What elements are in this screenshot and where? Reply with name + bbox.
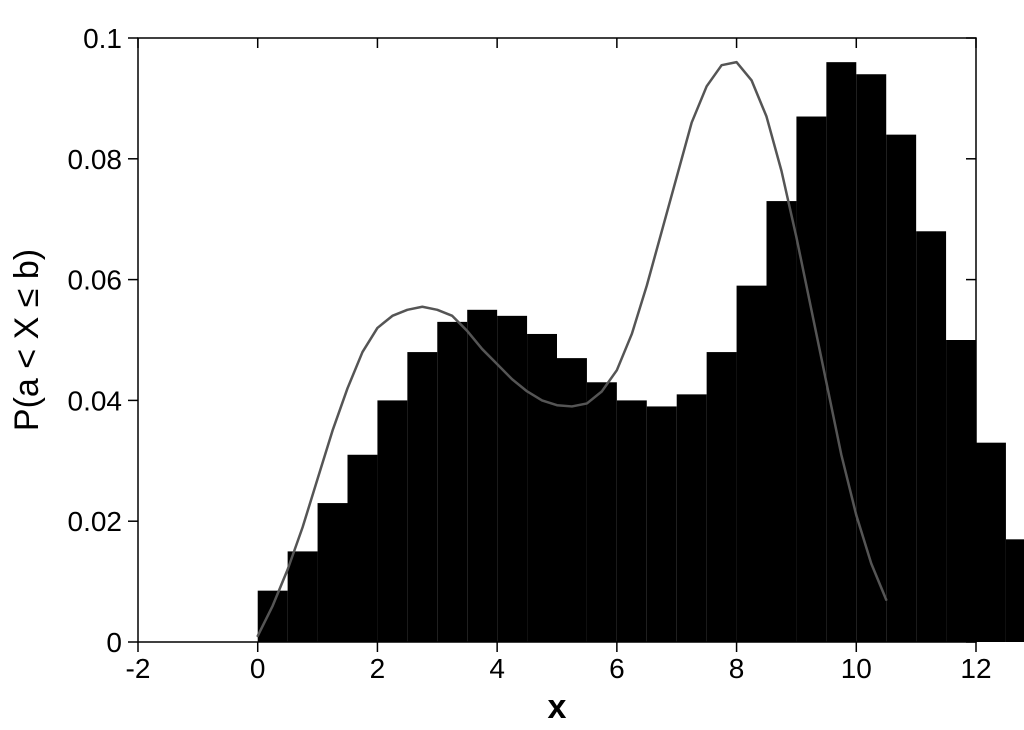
histogram-bar — [916, 231, 946, 642]
y-axis-label: P(a < X ≤ b) — [8, 249, 46, 431]
histogram-bar — [976, 443, 1006, 642]
x-tick-label: -2 — [126, 653, 151, 684]
histogram-bar — [497, 316, 527, 642]
histogram-bar — [707, 352, 737, 642]
chart-svg: -202468101200.020.040.060.080.1xP(a < X … — [0, 0, 1024, 730]
histogram-bar — [767, 201, 797, 642]
x-tick-label: 4 — [489, 653, 505, 684]
y-tick-label: 0.04 — [68, 385, 123, 416]
histogram-bar — [617, 400, 647, 642]
histogram-bar — [377, 400, 407, 642]
y-tick-label: 0.1 — [83, 23, 122, 54]
histogram-bar — [737, 286, 767, 642]
histogram-bar — [587, 382, 617, 642]
histogram-bar — [946, 340, 976, 642]
x-tick-label: 6 — [609, 653, 625, 684]
histogram-bar — [258, 591, 288, 642]
x-tick-label: 10 — [841, 653, 872, 684]
histogram-bar — [318, 503, 348, 642]
histogram-bar — [407, 352, 437, 642]
histogram-bar — [288, 551, 318, 642]
x-axis-label: x — [548, 688, 567, 726]
histogram-bar — [437, 322, 467, 642]
histogram-bar — [826, 62, 856, 642]
x-tick-label: 0 — [250, 653, 266, 684]
y-tick-label: 0.06 — [68, 265, 123, 296]
histogram-bar — [348, 455, 378, 642]
histogram-bar — [856, 74, 886, 642]
x-tick-label: 12 — [960, 653, 991, 684]
histogram-bar — [1006, 539, 1024, 642]
histogram-bar — [677, 394, 707, 642]
histogram-bar — [886, 135, 916, 642]
x-tick-label: 8 — [729, 653, 745, 684]
y-tick-label: 0.02 — [68, 506, 123, 537]
histogram-bar — [647, 406, 677, 642]
y-tick-label: 0 — [106, 627, 122, 658]
histogram-bar — [796, 117, 826, 642]
x-tick-label: 2 — [370, 653, 386, 684]
histogram-bar — [557, 358, 587, 642]
y-tick-label: 0.08 — [68, 144, 123, 175]
histogram-bar — [527, 334, 557, 642]
probability-histogram-chart: -202468101200.020.040.060.080.1xP(a < X … — [0, 0, 1024, 730]
